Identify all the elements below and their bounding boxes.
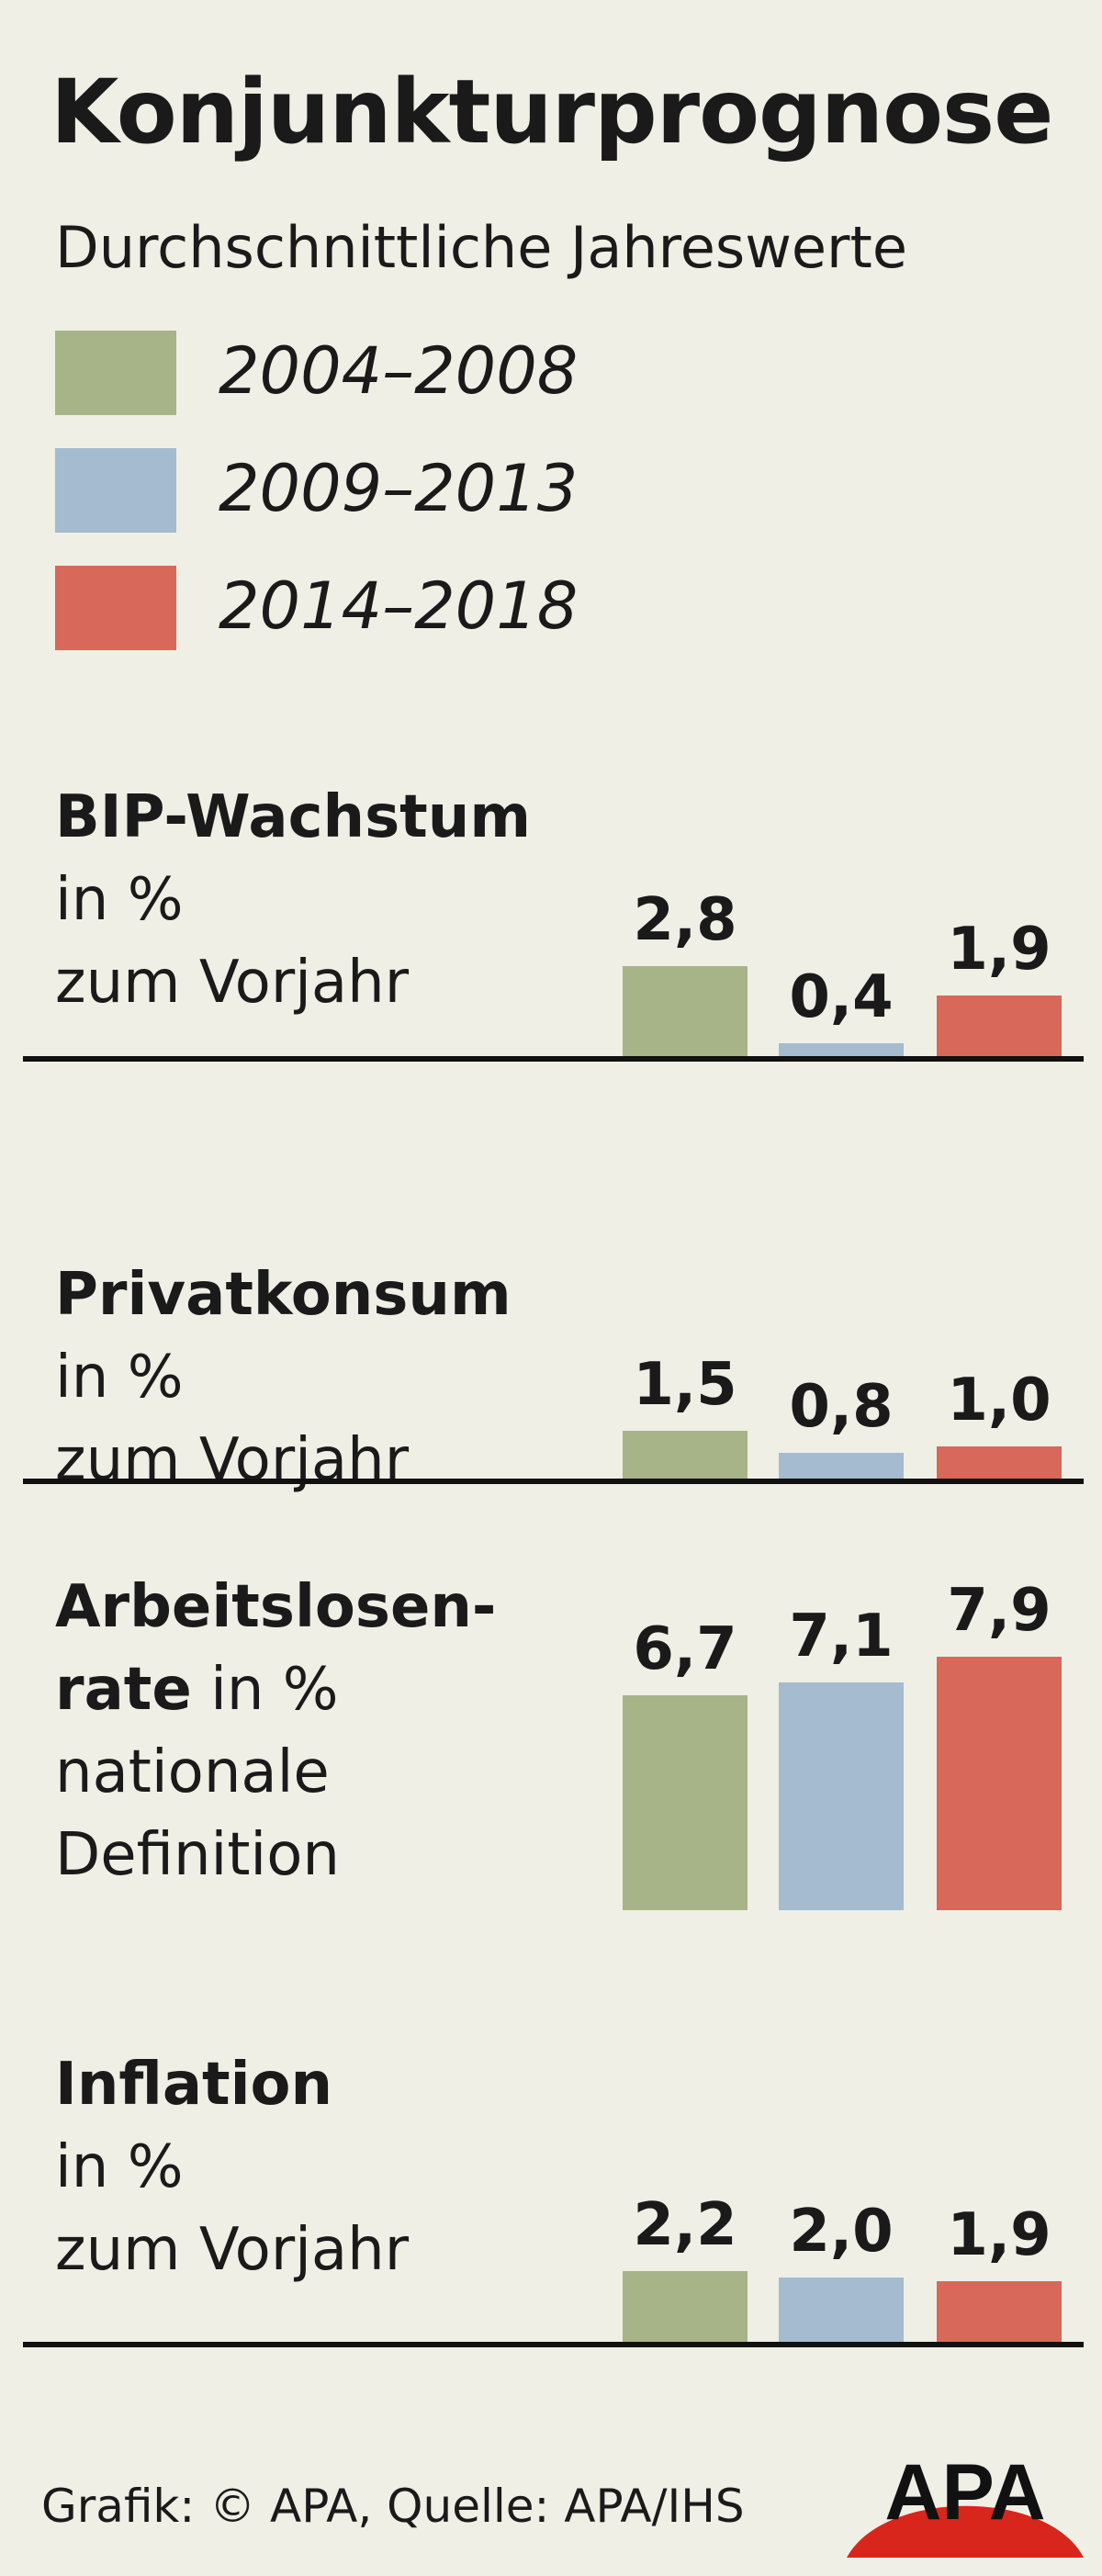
bar	[779, 1682, 904, 1910]
bar	[623, 1694, 748, 1910]
panel-baseline	[23, 2342, 1084, 2347]
logo-text: APA	[884, 2448, 1045, 2537]
bar	[623, 2271, 748, 2342]
source-credit: Grafik: © APA, Quelle: APA/IHS	[41, 2480, 745, 2533]
panel-label-line: Definition	[55, 1821, 340, 1889]
legend-swatch-1	[55, 331, 176, 415]
panel-label-line: in %	[55, 2133, 184, 2201]
bar-value-label: 1,9	[947, 2200, 1051, 2269]
bar-value-label: 6,7	[633, 1614, 737, 1683]
bar-value-label: 2,8	[633, 886, 737, 954]
legend-swatch-3	[55, 566, 176, 650]
logo-arc	[847, 2505, 1084, 2558]
panel-title: Privatkonsum	[55, 1261, 512, 1329]
panel-inflation: Inflation in % zum Vorjahr 2,2 2,0 1,9	[0, 2002, 1102, 2351]
panel-arbeitslosenrate: Arbeitslosen- rate in % nationale Defini…	[0, 1552, 1102, 1919]
panel-baseline	[23, 1479, 1084, 1484]
bar-value-label: 0,4	[789, 963, 894, 1031]
bar-value-label: 2,2	[633, 2191, 737, 2259]
bar	[937, 995, 1062, 1056]
panel-title-cont: rate	[55, 1656, 192, 1724]
panel-label-line: in %	[55, 1344, 184, 1412]
bar	[623, 1430, 748, 1479]
panel-label-line: in %	[210, 1656, 339, 1724]
panel-label: BIP-Wachstum in % zum Vorjahr	[55, 776, 531, 1024]
legend-label-1: 2004–2008	[219, 333, 579, 409]
panel-label: Inflation in % zum Vorjahr	[55, 2043, 409, 2291]
panel-label-line: zum Vorjahr	[55, 2216, 409, 2284]
bar	[779, 1453, 904, 1479]
panel-label-line: zum Vorjahr	[55, 949, 409, 1017]
panel-title: BIP-Wachstum	[55, 783, 531, 851]
bar-value-label: 0,8	[789, 1373, 894, 1441]
panel-label: Privatkonsum in % zum Vorjahr	[55, 1254, 512, 1502]
bar-value-label: 1,0	[947, 1367, 1051, 1434]
bar	[937, 2280, 1062, 2342]
legend-label-2: 2009–2013	[219, 451, 579, 526]
panel-title: Inflation	[55, 2051, 333, 2119]
legend-label-3: 2014–2018	[219, 568, 579, 644]
bar-value-label: 7,9	[947, 1576, 1051, 1645]
legend-swatch-2	[55, 448, 176, 533]
bar	[779, 2278, 904, 2342]
panel-label: Arbeitslosen- rate in % nationale Defini…	[55, 1566, 496, 1896]
panel-label-line: nationale	[55, 1738, 330, 1806]
chart-subtitle: Durchschnittliche Jahreswerte	[55, 214, 908, 281]
bar-value-label: 1,5	[633, 1350, 737, 1419]
bar-value-label: 7,1	[789, 1602, 894, 1670]
panel-title: Arbeitslosen-	[55, 1573, 497, 1641]
bar-value-label: 1,9	[947, 915, 1051, 984]
apa-logo: APA	[847, 2448, 1084, 2558]
chart-title: Konjunkturprognose	[51, 61, 1053, 163]
bar-value-label: 2,0	[789, 2198, 894, 2266]
bar	[937, 1656, 1062, 1910]
panel-baseline	[23, 1056, 1084, 1062]
panel-privatkonsum: Privatkonsum in % zum Vorjahr 1,5 0,8 1,0	[0, 1212, 1102, 1494]
panel-bip-wachstum: BIP-Wachstum in % zum Vorjahr 2,8 0,4 1,9	[0, 680, 1102, 1065]
bar	[779, 1043, 904, 1056]
bar	[937, 1446, 1062, 1479]
panel-label-line: in %	[55, 866, 184, 934]
bar	[623, 966, 748, 1056]
